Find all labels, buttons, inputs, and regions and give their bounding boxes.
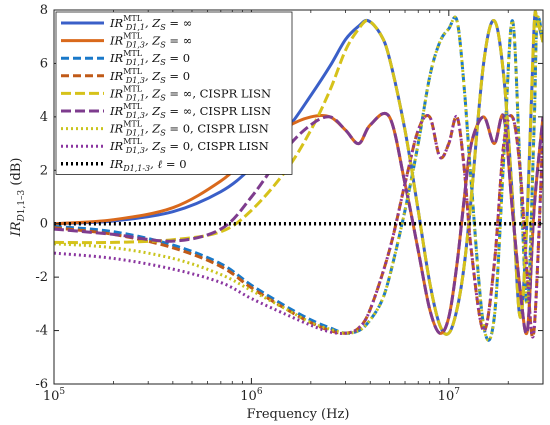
legend-entry: IRMTL D1,3, ZS = 0, CISPR LISN xyxy=(109,137,269,155)
y-tick-label: -4 xyxy=(35,324,48,339)
y-axis-label: IRD1,1–3 (dB) xyxy=(9,158,27,238)
legend-entry: IRMTL D1,1, ZS = 0 xyxy=(109,49,190,67)
svg-text:IRD1,1–3 (dB): IRD1,1–3 (dB) xyxy=(9,158,27,238)
series-line-3 xyxy=(54,15,543,342)
x-tick-label: 106 xyxy=(240,387,263,404)
y-tick-label: -2 xyxy=(35,270,48,285)
legend-entry: IRMTL D1,3, ZS = ∞, CISPR LISN xyxy=(109,102,271,120)
legend-entry: IRMTL D1,1, ZS = ∞, CISPR LISN xyxy=(109,84,271,102)
x-tick-label: 105 xyxy=(43,387,66,404)
legend: IRMTL D1,1, ZS = ∞IRMTL D1,3, ZS = ∞IRMTL D… xyxy=(55,11,293,175)
legend-entry: IRMTL D1,1, ZS = 0, CISPR LISN xyxy=(109,120,269,138)
series-line-4 xyxy=(54,114,543,339)
plot-frame xyxy=(53,9,544,385)
y-tick-label: 6 xyxy=(40,56,48,71)
x-tick-label: 107 xyxy=(438,387,461,404)
y-tick-label: 4 xyxy=(40,110,48,125)
y-tick-label: 8 xyxy=(40,3,48,18)
legend-entry: IRD1,1-3, ℓ = 0 xyxy=(109,157,187,173)
y-tick-label: -6 xyxy=(35,377,48,392)
x-axis-label: Frequency (Hz) xyxy=(247,407,350,422)
y-tick-label: 0 xyxy=(40,217,48,232)
legend-entry: IRMTL D1,1, ZS = ∞ xyxy=(109,14,192,32)
axes: -6 -4 -2 0 2 4 6 8 105 106 107 xyxy=(35,3,544,404)
y-tick-label: 2 xyxy=(40,163,48,178)
series-line-8 xyxy=(54,114,543,339)
legend-entry: IRMTL D1,3, ZS = 0 xyxy=(109,67,190,85)
series-line-7 xyxy=(54,15,543,342)
legend-entry: IRMTL D1,3, ZS = ∞ xyxy=(109,32,192,50)
